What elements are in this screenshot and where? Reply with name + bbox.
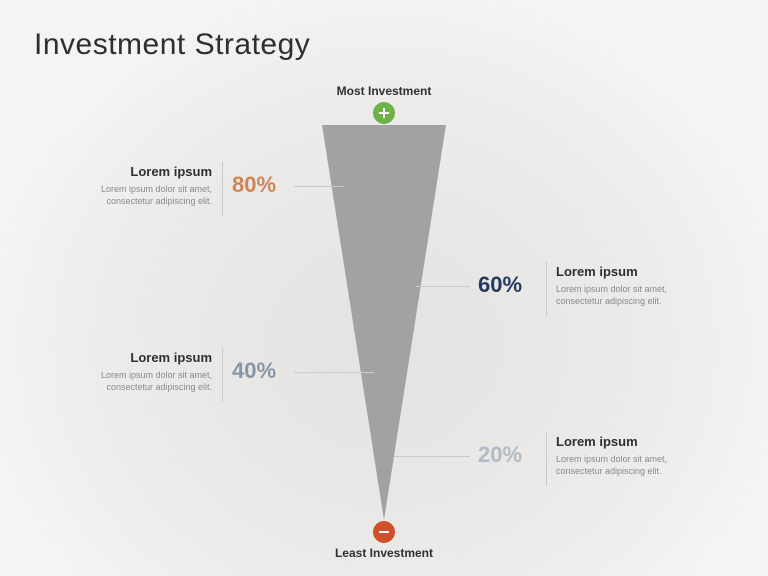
item-80-desc: Lorem ipsum dolor sit amet, consectetur … — [72, 183, 212, 207]
separator-80 — [222, 162, 223, 216]
item-20-title: Lorem ipsum — [556, 434, 696, 449]
percent-40: 40% — [232, 358, 276, 384]
connector-40 — [294, 372, 374, 373]
top-label: Most Investment — [337, 84, 432, 98]
item-60-title: Lorem ipsum — [556, 264, 696, 279]
item-80-title: Lorem ipsum — [72, 164, 212, 179]
percent-60: 60% — [478, 272, 522, 298]
item-20: Lorem ipsum Lorem ipsum dolor sit amet, … — [556, 434, 696, 477]
minus-icon — [373, 521, 395, 543]
percent-20: 20% — [478, 442, 522, 468]
item-20-desc: Lorem ipsum dolor sit amet, consectetur … — [556, 453, 696, 477]
page-title: Investment Strategy — [34, 28, 310, 62]
bottom-label: Least Investment — [335, 546, 433, 560]
item-80: Lorem ipsum Lorem ipsum dolor sit amet, … — [72, 164, 212, 207]
item-40: Lorem ipsum Lorem ipsum dolor sit amet, … — [72, 350, 212, 393]
item-60-desc: Lorem ipsum dolor sit amet, consectetur … — [556, 283, 696, 307]
item-60: Lorem ipsum Lorem ipsum dolor sit amet, … — [556, 264, 696, 307]
separator-40 — [222, 348, 223, 402]
percent-80: 80% — [232, 172, 276, 198]
item-40-desc: Lorem ipsum dolor sit amet, consectetur … — [72, 369, 212, 393]
plus-icon — [373, 102, 395, 124]
connector-60 — [416, 286, 470, 287]
separator-60 — [546, 262, 547, 316]
funnel-triangle — [322, 125, 446, 520]
connector-80 — [294, 186, 344, 187]
separator-20 — [546, 432, 547, 486]
connector-20 — [394, 456, 470, 457]
item-40-title: Lorem ipsum — [72, 350, 212, 365]
